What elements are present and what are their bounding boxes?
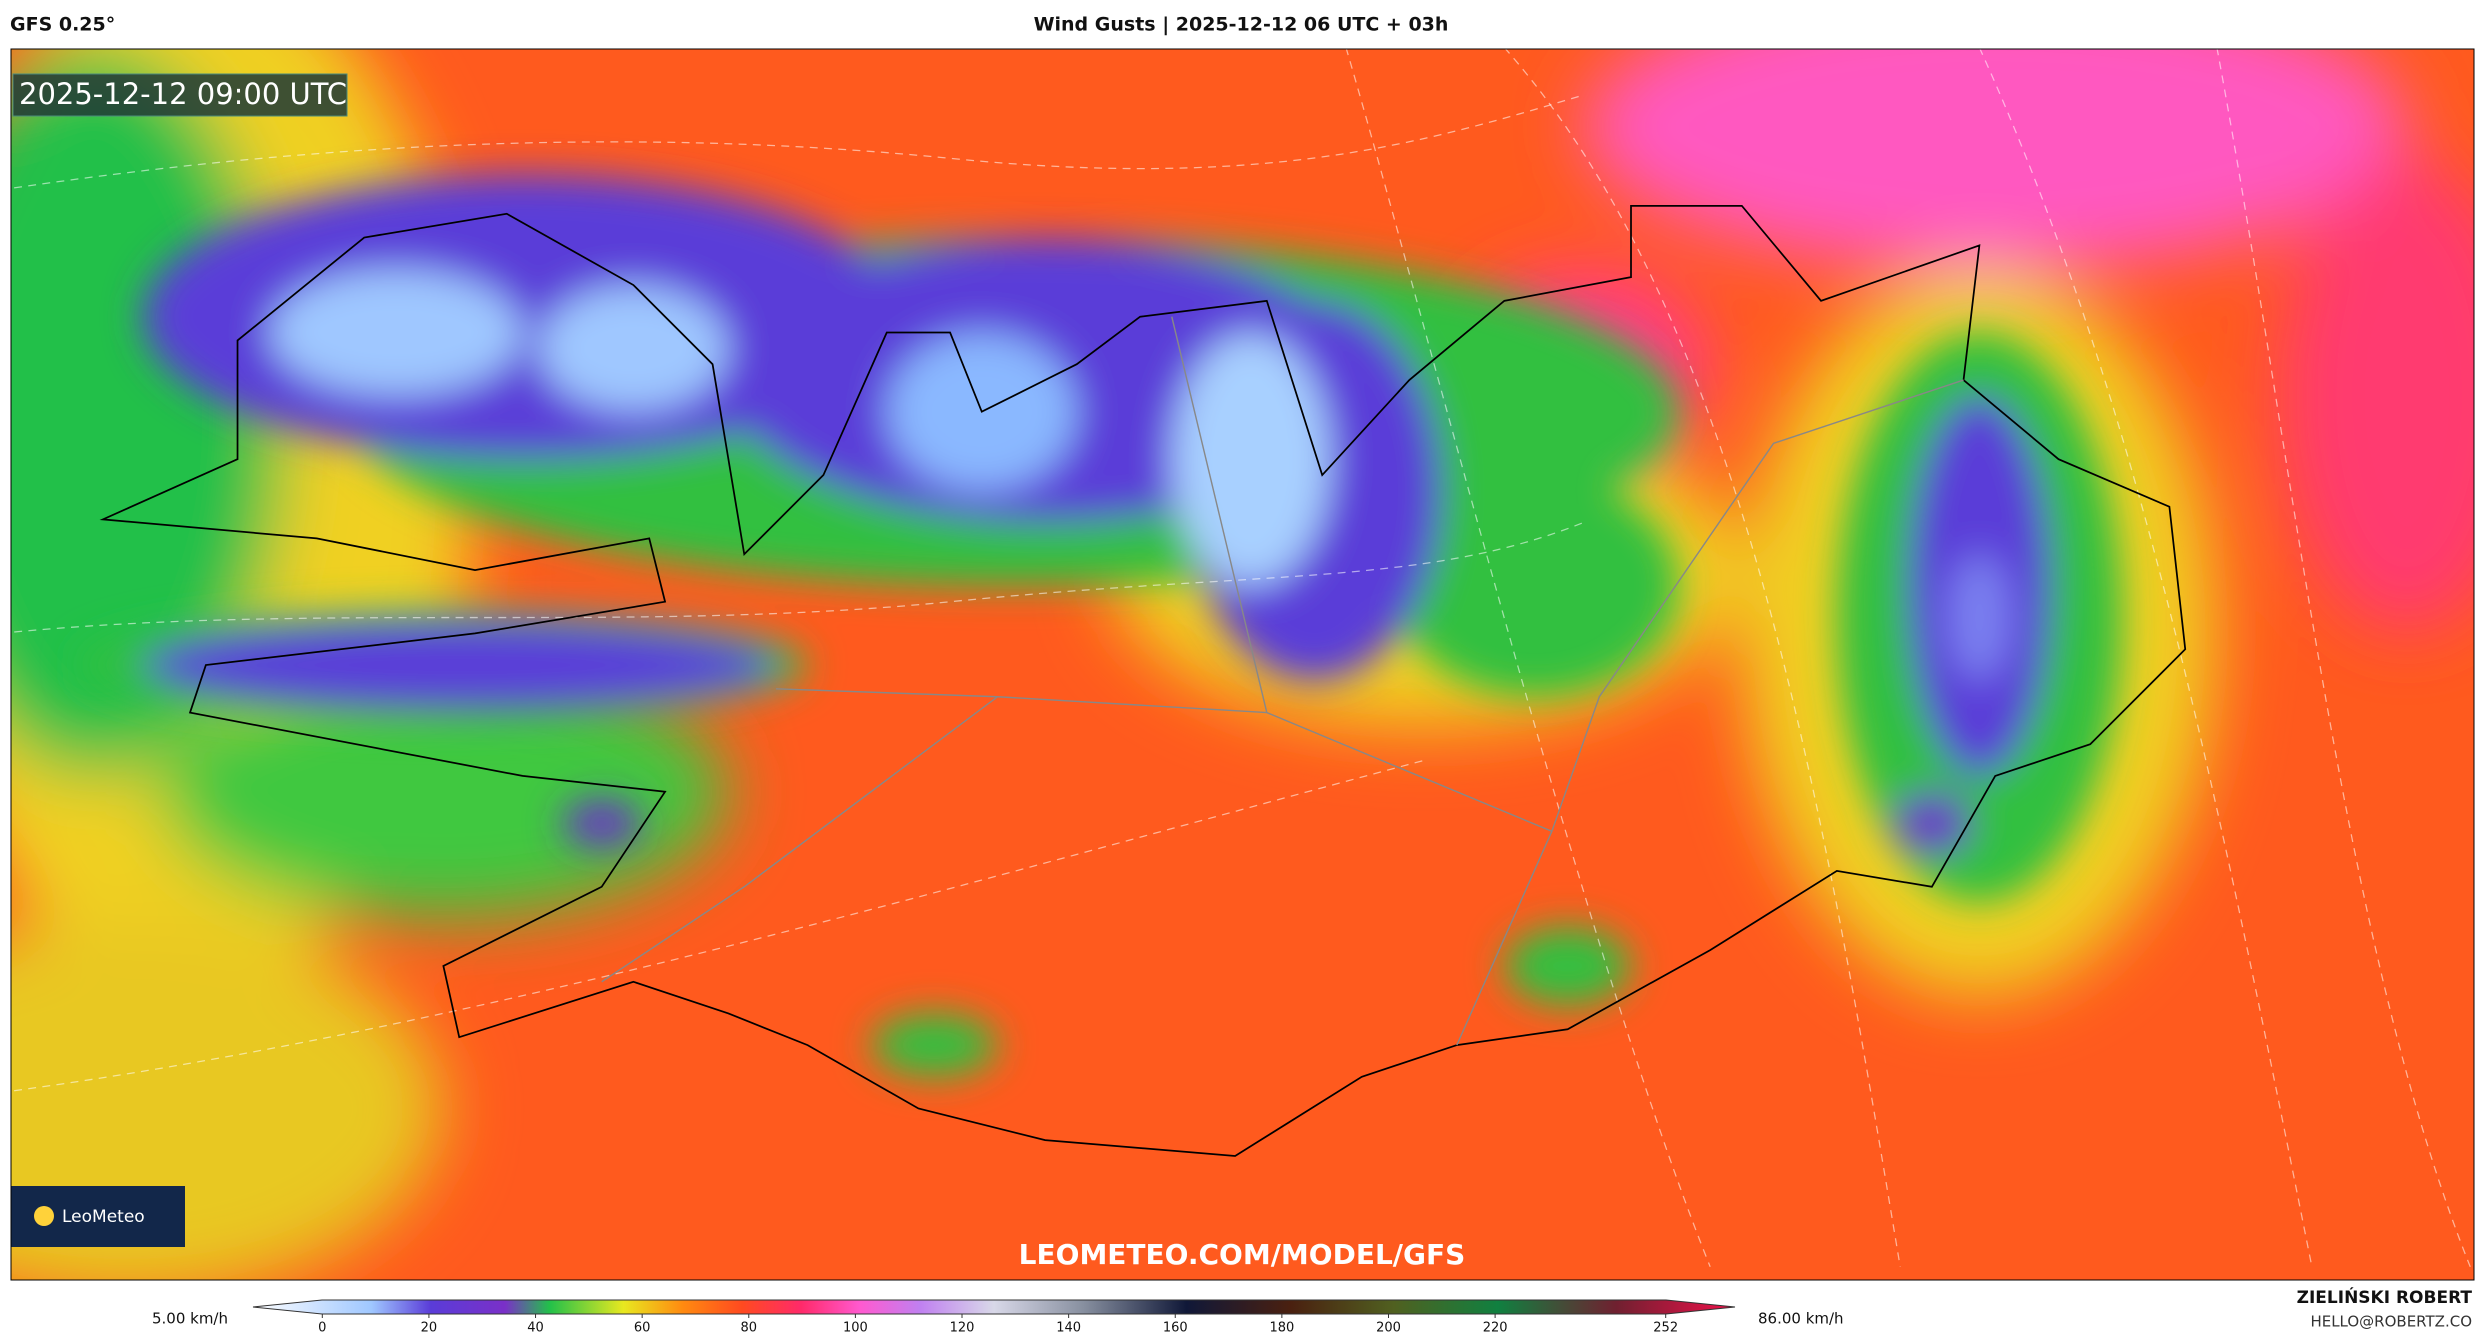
colorbar-tick-label: 120 (950, 1321, 975, 1336)
colorbar: 5.00 km/h 86.00 km/h 0 20 40 60 80 100 120 140 1… (152, 1299, 1844, 1336)
timestamp: 2025-12-12 09:00 UTC (19, 77, 347, 111)
timestamp-box (12, 73, 348, 117)
model-label: GFS 0.25° (10, 14, 115, 36)
colorbar-tick-label: 20 (421, 1321, 438, 1336)
colorbar-min-label: 5.00 km/h (152, 1310, 228, 1328)
colorbar-tick-label: 160 (1163, 1321, 1188, 1336)
colorbar-tick-label: 252 (1653, 1321, 1678, 1336)
email: HELLO@ROBERTZ.CO (2310, 1313, 2472, 1331)
colorbar-max-label: 86.00 km/h (1758, 1310, 1844, 1328)
map-title: Wind Gusts | 2025-12-12 06 UTC + 03h (1034, 14, 1449, 36)
colorbar-tick-label: 140 (1056, 1321, 1081, 1336)
map-frame (10, 48, 2475, 1281)
colorbar-tick-label: 200 (1376, 1321, 1401, 1336)
coastline (99, 204, 2187, 1157)
colorbar-tick-label: 40 (527, 1321, 544, 1336)
author: ZIELIŃSKI ROBERT (2297, 1286, 2473, 1308)
map: 2025-12-12 09:00 UTC LeoMeteo LEOMETEO.C… (11, 49, 2474, 1280)
logo-text: LeoMeteo (62, 1207, 145, 1227)
colorbar-tick-label: 60 (634, 1321, 651, 1336)
wind-field (11, 49, 2474, 1280)
source-url: LEOMETEO.COM/MODEL/GFS (1019, 1238, 1466, 1271)
colorbar-tick-label: 180 (1269, 1321, 1294, 1336)
colorbar-tick-label: 80 (741, 1321, 758, 1336)
colorbar-bar (252, 1299, 1736, 1315)
logo-sun (34, 1206, 54, 1226)
colorbar-tick-label: 0 (318, 1321, 326, 1336)
colorbar-tick-label: 100 (843, 1321, 868, 1336)
colorbar-tick-label: 220 (1483, 1321, 1508, 1336)
